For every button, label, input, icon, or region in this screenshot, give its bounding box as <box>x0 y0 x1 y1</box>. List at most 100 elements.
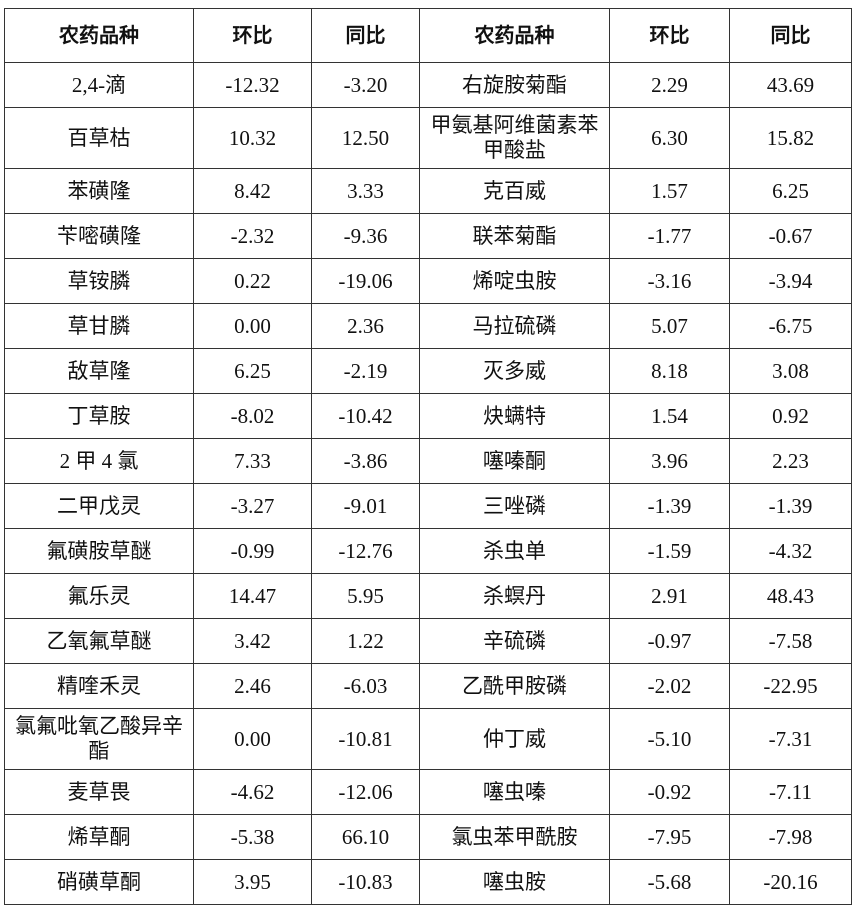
mom-left-cell: 10.32 <box>193 107 312 169</box>
yoy-right-cell: 43.69 <box>729 62 852 108</box>
mom-right-cell: -0.97 <box>609 618 730 664</box>
yoy-right-cell: -1.39 <box>729 483 852 529</box>
pesticide-name-right-cell: 杀螟丹 <box>419 573 610 619</box>
pesticide-name-left-cell: 氯氟吡氧乙酸异辛酯 <box>4 708 194 770</box>
table-row: 草甘膦 0.00 2.36 马拉硫磷 5.07 -6.75 <box>4 303 852 349</box>
yoy-right-cell: 6.25 <box>729 168 852 214</box>
table-row: 氯氟吡氧乙酸异辛酯 0.00 -10.81 仲丁威 -5.10 -7.31 <box>4 708 852 770</box>
mom-left-cell: 0.00 <box>193 303 312 349</box>
mom-right-cell: -5.10 <box>609 708 730 770</box>
mom-right-cell: 1.57 <box>609 168 730 214</box>
pesticide-name-left-cell: 苄嘧磺隆 <box>4 213 194 259</box>
mom-right-cell: -2.02 <box>609 663 730 709</box>
pesticide-name-right-cell: 噻嗪酮 <box>419 438 610 484</box>
table-row: 麦草畏 -4.62 -12.06 噻虫嗪 -0.92 -7.11 <box>4 769 852 815</box>
table-body: 2,4-滴 -12.32 -3.20 右旋胺菊酯 2.29 43.69 百草枯 10.32 12… <box>4 62 852 905</box>
mom-left-cell: 6.25 <box>193 348 312 394</box>
yoy-left-cell: 2.36 <box>311 303 420 349</box>
mom-left-cell: 2.46 <box>193 663 312 709</box>
mom-right-cell: 2.91 <box>609 573 730 619</box>
header-pesticide-left: 农药品种 <box>4 8 194 63</box>
pesticide-name-right-cell: 马拉硫磷 <box>419 303 610 349</box>
pesticide-name-right-cell: 联苯菊酯 <box>419 213 610 259</box>
mom-right-cell: 8.18 <box>609 348 730 394</box>
yoy-left-cell: -10.42 <box>311 393 420 439</box>
yoy-right-cell: -7.58 <box>729 618 852 664</box>
mom-right-cell: 6.30 <box>609 107 730 169</box>
yoy-left-cell: -2.19 <box>311 348 420 394</box>
yoy-left-cell: 3.33 <box>311 168 420 214</box>
table-row: 烯草酮 -5.38 66.10 氯虫苯甲酰胺 -7.95 -7.98 <box>4 814 852 860</box>
yoy-right-cell: -0.67 <box>729 213 852 259</box>
mom-left-cell: -5.38 <box>193 814 312 860</box>
pesticide-name-left-cell: 苯磺隆 <box>4 168 194 214</box>
pesticide-name-left-cell: 精喹禾灵 <box>4 663 194 709</box>
yoy-left-cell: -10.81 <box>311 708 420 770</box>
mom-left-cell: -0.99 <box>193 528 312 574</box>
pesticide-name-right-cell: 灭多威 <box>419 348 610 394</box>
yoy-left-cell: -10.83 <box>311 859 420 905</box>
yoy-right-cell: -7.31 <box>729 708 852 770</box>
yoy-right-cell: -6.75 <box>729 303 852 349</box>
yoy-left-cell: -9.36 <box>311 213 420 259</box>
mom-left-cell: 7.33 <box>193 438 312 484</box>
yoy-right-cell: -22.95 <box>729 663 852 709</box>
yoy-left-cell: -3.20 <box>311 62 420 108</box>
yoy-left-cell: -12.76 <box>311 528 420 574</box>
header-mom-right: 环比 <box>609 8 730 63</box>
yoy-right-cell: -7.98 <box>729 814 852 860</box>
yoy-left-cell: -19.06 <box>311 258 420 304</box>
yoy-right-cell: 48.43 <box>729 573 852 619</box>
yoy-left-cell: -9.01 <box>311 483 420 529</box>
pesticide-name-right-cell: 烯啶虫胺 <box>419 258 610 304</box>
pesticide-name-right-cell: 氯虫苯甲酰胺 <box>419 814 610 860</box>
yoy-right-cell: -20.16 <box>729 859 852 905</box>
pesticide-name-right-cell: 三唑磷 <box>419 483 610 529</box>
table-row: 2 甲 4 氯 7.33 -3.86 噻嗪酮 3.96 2.23 <box>4 438 852 484</box>
pesticide-name-left-cell: 敌草隆 <box>4 348 194 394</box>
table-row: 苄嘧磺隆 -2.32 -9.36 联苯菊酯 -1.77 -0.67 <box>4 213 852 259</box>
mom-right-cell: 2.29 <box>609 62 730 108</box>
mom-right-cell: 1.54 <box>609 393 730 439</box>
pesticide-name-left-cell: 草铵膦 <box>4 258 194 304</box>
pesticide-name-left-cell: 氟乐灵 <box>4 573 194 619</box>
yoy-right-cell: -4.32 <box>729 528 852 574</box>
table-row: 硝磺草酮 3.95 -10.83 噻虫胺 -5.68 -20.16 <box>4 859 852 905</box>
pesticide-name-left-cell: 草甘膦 <box>4 303 194 349</box>
yoy-right-cell: -7.11 <box>729 769 852 815</box>
table-row: 精喹禾灵 2.46 -6.03 乙酰甲胺磷 -2.02 -22.95 <box>4 663 852 709</box>
table-row: 氟乐灵 14.47 5.95 杀螟丹 2.91 48.43 <box>4 573 852 619</box>
header-pesticide-right: 农药品种 <box>419 8 610 63</box>
yoy-right-cell: -3.94 <box>729 258 852 304</box>
table-row: 2,4-滴 -12.32 -3.20 右旋胺菊酯 2.29 43.69 <box>4 62 852 108</box>
pesticide-name-left-cell: 百草枯 <box>4 107 194 169</box>
mom-right-cell: -1.77 <box>609 213 730 259</box>
table-row: 草铵膦 0.22 -19.06 烯啶虫胺 -3.16 -3.94 <box>4 258 852 304</box>
pesticide-name-left-cell: 2,4-滴 <box>4 62 194 108</box>
yoy-left-cell: 66.10 <box>311 814 420 860</box>
header-yoy-right: 同比 <box>729 8 852 63</box>
mom-left-cell: 0.00 <box>193 708 312 770</box>
pesticide-name-right-cell: 杀虫单 <box>419 528 610 574</box>
mom-right-cell: -0.92 <box>609 769 730 815</box>
mom-left-cell: -12.32 <box>193 62 312 108</box>
pesticide-name-left-cell: 烯草酮 <box>4 814 194 860</box>
pesticide-name-right-cell: 甲氨基阿维菌素苯甲酸盐 <box>419 107 610 169</box>
mom-right-cell: -3.16 <box>609 258 730 304</box>
yoy-right-cell: 2.23 <box>729 438 852 484</box>
yoy-left-cell: -3.86 <box>311 438 420 484</box>
table-row: 氟磺胺草醚 -0.99 -12.76 杀虫单 -1.59 -4.32 <box>4 528 852 574</box>
mom-left-cell: 14.47 <box>193 573 312 619</box>
mom-right-cell: -5.68 <box>609 859 730 905</box>
yoy-right-cell: 0.92 <box>729 393 852 439</box>
pesticide-name-left-cell: 二甲戊灵 <box>4 483 194 529</box>
pesticide-name-right-cell: 炔螨特 <box>419 393 610 439</box>
pesticide-name-right-cell: 噻虫嗪 <box>419 769 610 815</box>
mom-left-cell: -2.32 <box>193 213 312 259</box>
yoy-left-cell: -6.03 <box>311 663 420 709</box>
pesticide-name-right-cell: 辛硫磷 <box>419 618 610 664</box>
pesticide-name-right-cell: 噻虫胺 <box>419 859 610 905</box>
table-row: 丁草胺 -8.02 -10.42 炔螨特 1.54 0.92 <box>4 393 852 439</box>
mom-right-cell: -7.95 <box>609 814 730 860</box>
mom-right-cell: -1.39 <box>609 483 730 529</box>
